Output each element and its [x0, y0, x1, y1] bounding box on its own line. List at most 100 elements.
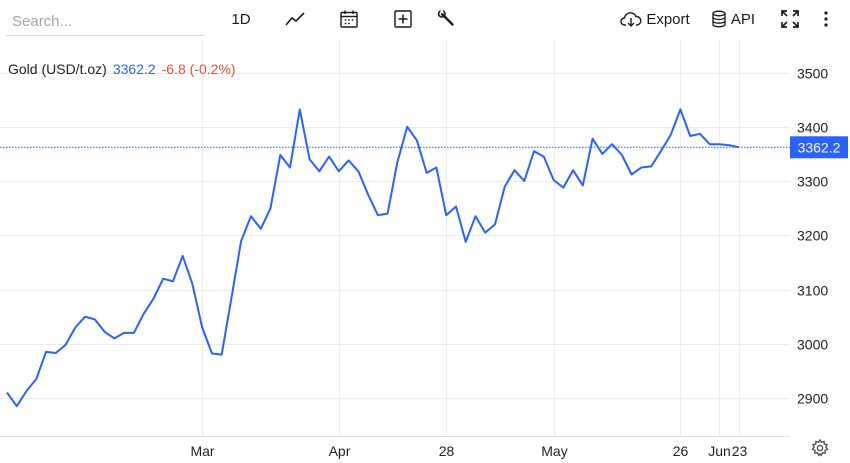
- data-point: [504, 186, 506, 188]
- data-point: [562, 187, 564, 189]
- y-axis: 2900 3000 3100 3200 3300 3400 3500: [797, 66, 828, 407]
- data-point: [435, 167, 437, 169]
- instrument-name: Gold (USD/t.oz): [8, 61, 107, 77]
- data-point: [162, 278, 164, 280]
- data-point: [738, 146, 740, 148]
- data-point: [582, 184, 584, 186]
- data-point: [553, 179, 555, 181]
- data-point: [45, 351, 47, 353]
- data-point: [143, 313, 145, 315]
- data-point: [592, 138, 594, 140]
- data-point: [484, 232, 486, 234]
- data-point: [182, 255, 184, 257]
- data-point: [660, 150, 662, 152]
- data-point: [387, 213, 389, 215]
- database-icon: [712, 10, 726, 28]
- api-button[interactable]: API: [709, 6, 757, 32]
- data-point: [445, 214, 447, 216]
- data-point: [250, 215, 252, 217]
- data-point: [191, 283, 193, 285]
- data-point: [455, 206, 457, 208]
- last-price: 3362.2: [112, 61, 156, 77]
- toolbar: 1D: [0, 0, 850, 40]
- cloud-download-icon: [620, 12, 642, 27]
- data-point: [289, 167, 291, 169]
- wrench-icon: [437, 9, 454, 26]
- interval-button[interactable]: 1D: [228, 6, 254, 32]
- data-point: [406, 126, 408, 128]
- add-indicator-button[interactable]: [390, 6, 416, 32]
- data-point: [279, 154, 281, 156]
- data-point: [631, 174, 633, 176]
- data-point: [172, 280, 174, 282]
- data-point: [670, 134, 672, 136]
- data-point: [533, 150, 535, 152]
- data-point: [494, 223, 496, 225]
- data-point: [640, 167, 642, 169]
- data-point: [221, 354, 223, 356]
- data-point: [133, 332, 135, 334]
- tools-button[interactable]: [434, 6, 460, 32]
- fullscreen-button[interactable]: [778, 6, 802, 32]
- more-options-button[interactable]: [816, 6, 836, 32]
- last-price-tag: 3362.2: [790, 136, 848, 159]
- x-tick-label: 23: [732, 443, 748, 459]
- y-tick-label: 3300: [797, 174, 828, 190]
- x-tick-label: Mar: [190, 443, 214, 459]
- data-point: [84, 316, 86, 318]
- add-icon: [394, 10, 412, 28]
- settings-button[interactable]: [810, 438, 830, 458]
- export-button[interactable]: Export: [618, 6, 692, 32]
- x-tick-label: Jun: [708, 443, 731, 459]
- date-range-button[interactable]: [336, 6, 362, 32]
- series-points: [6, 108, 740, 407]
- data-point: [152, 298, 154, 300]
- data-point: [26, 390, 28, 392]
- data-point: [611, 143, 613, 145]
- data-point: [709, 143, 711, 145]
- export-label: Export: [646, 10, 690, 28]
- data-point: [113, 337, 115, 339]
- calendar-icon: [340, 10, 358, 28]
- y-tick-label: 3000: [797, 337, 828, 353]
- data-point: [601, 153, 603, 155]
- data-point: [299, 108, 301, 110]
- data-point: [318, 170, 320, 172]
- data-point: [377, 214, 379, 216]
- data-point: [94, 318, 96, 320]
- more-vertical-icon: [824, 11, 828, 27]
- line-chart-icon: [285, 12, 305, 26]
- data-point: [65, 344, 67, 346]
- series-line: [6, 108, 740, 408]
- price-change: -6.8 (-0.2%): [161, 61, 236, 77]
- x-tick-label: Apr: [329, 443, 351, 459]
- data-point: [270, 207, 272, 209]
- data-point: [426, 172, 428, 174]
- data-point: [728, 144, 730, 146]
- gear-icon: [811, 438, 829, 457]
- search-input[interactable]: [6, 8, 204, 36]
- data-point: [55, 352, 57, 354]
- data-point: [572, 169, 574, 171]
- data-point: [328, 156, 330, 158]
- data-point: [543, 156, 545, 158]
- data-point: [16, 405, 18, 407]
- data-point: [123, 332, 125, 334]
- x-tick-label: 28: [439, 443, 455, 459]
- data-point: [465, 241, 467, 243]
- data-point: [357, 170, 359, 172]
- data-point: [396, 161, 398, 163]
- api-label: API: [730, 10, 756, 28]
- chart-type-button[interactable]: [282, 6, 308, 32]
- data-point: [231, 297, 233, 299]
- data-point: [679, 108, 681, 110]
- data-point: [514, 169, 516, 171]
- data-point: [348, 159, 350, 161]
- data-point: [240, 240, 242, 242]
- data-point: [104, 331, 106, 333]
- y-tick-label: 3100: [797, 283, 828, 299]
- data-point: [689, 135, 691, 137]
- data-point: [211, 353, 213, 355]
- data-point: [650, 165, 652, 167]
